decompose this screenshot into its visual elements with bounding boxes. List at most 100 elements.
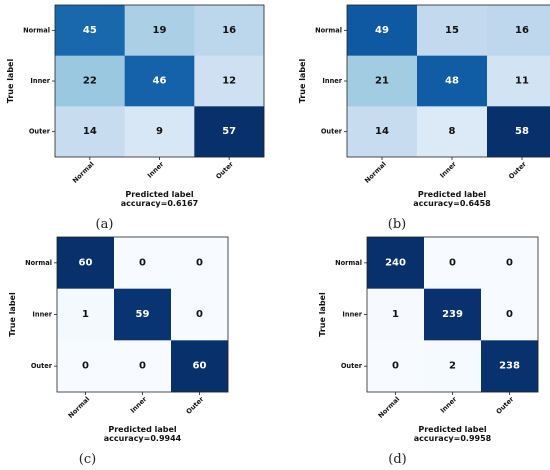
cell-value-label: 45	[83, 25, 97, 36]
matrix-cell	[124, 55, 195, 107]
matrix-cell	[487, 5, 550, 56]
cell-value-label: 8	[449, 126, 456, 137]
x-tick-label: Outer	[214, 160, 235, 181]
matrix-cell	[481, 288, 539, 341]
matrix-cell	[481, 237, 539, 289]
cell-value-label: 0	[196, 309, 203, 320]
matrix-cell	[114, 237, 172, 289]
x-tick-label: Inner	[146, 160, 166, 180]
confusion-matrix-panel-d: 240 0 0 1 239 0 0 2 238 Normal Inner Outer Normal Inn…	[318, 236, 539, 467]
matrix-cell	[124, 5, 195, 56]
y-tick-label: Inner	[342, 311, 362, 319]
x-tick-label: Inner	[438, 160, 458, 180]
cell-value-label: 59	[136, 309, 150, 320]
matrix-cell	[367, 237, 425, 289]
panel-caption: (c)	[79, 452, 96, 467]
x-tick-label: Outer	[185, 395, 206, 416]
matrix-cell	[171, 340, 229, 393]
x-tick-label: Normal	[377, 395, 402, 420]
matrix-cell	[114, 340, 172, 393]
matrix-cell	[55, 55, 125, 107]
matrix-cell	[171, 237, 229, 289]
cell-value-label: 14	[83, 126, 97, 137]
cell-value-label: 239	[442, 309, 463, 320]
accuracy-label: accuracy=0.9944	[104, 434, 182, 443]
x-axis-label: Predicted label	[108, 425, 177, 434]
confusion-matrix-panel-a: 45 19 16 22 46 12 14 9 57 Normal Inner Outer Normal I…	[6, 4, 265, 232]
cell-value-label: 46	[153, 76, 167, 87]
cell-value-label: 22	[83, 76, 97, 87]
cell-value-label: 240	[385, 257, 406, 268]
matrix-cell	[424, 288, 482, 341]
matrix-cell	[347, 55, 418, 107]
cell-value-label: 16	[222, 25, 236, 36]
cell-value-label: 58	[515, 126, 529, 137]
y-tick-label: Inner	[322, 77, 342, 85]
cell-value-label: 0	[506, 309, 513, 320]
cell-value-label: 0	[506, 257, 513, 268]
y-tick-label: Outer	[321, 128, 343, 136]
panel-caption: (d)	[388, 452, 406, 467]
matrix-cell	[424, 237, 482, 289]
matrix-cell	[171, 288, 229, 341]
matrix-cell	[417, 5, 488, 56]
cell-value-label: 238	[499, 361, 520, 372]
cell-value-label: 0	[449, 257, 456, 268]
cell-value-label: 21	[375, 76, 389, 87]
cell-value-label: 14	[375, 126, 389, 137]
x-tick-label: Normal	[67, 395, 92, 420]
y-axis-label: True label	[6, 59, 15, 104]
x-tick-label: Outer	[495, 395, 516, 416]
matrix-cell	[417, 55, 488, 107]
matrix-cell	[57, 237, 115, 289]
x-tick-label: Inner	[439, 395, 459, 415]
accuracy-label: accuracy=0.6458	[413, 199, 491, 208]
y-axis-label: True label	[318, 292, 327, 337]
matrix-cell	[57, 288, 115, 341]
cell-value-label: 16	[515, 25, 529, 36]
y-axis-label: True label	[8, 292, 17, 337]
matrix-cell	[487, 106, 550, 158]
cell-value-label: 0	[139, 257, 146, 268]
y-tick-label: Normal	[315, 26, 342, 34]
panel-caption: (b)	[388, 217, 406, 232]
cell-value-label: 0	[139, 361, 146, 372]
matrix-cell	[194, 5, 265, 56]
matrix-cell	[347, 106, 418, 158]
matrix-cell	[481, 340, 539, 393]
panel-caption: (a)	[96, 217, 114, 232]
y-tick-label: Outer	[29, 128, 51, 136]
y-tick-label: Normal	[25, 259, 52, 267]
matrix-cell	[57, 340, 115, 393]
y-axis-label: True label	[298, 59, 307, 104]
y-tick-label: Outer	[341, 362, 363, 370]
matrix-cell	[417, 106, 488, 158]
matrix-cell	[114, 288, 172, 341]
y-tick-label: Normal	[23, 26, 50, 34]
matrix-cell	[367, 288, 425, 341]
cell-value-label: 11	[515, 76, 529, 87]
cell-value-label: 19	[153, 25, 167, 36]
cell-value-label: 49	[375, 25, 389, 36]
matrix-cell	[194, 106, 265, 158]
accuracy-label: accuracy=0.9958	[414, 434, 492, 443]
cell-value-label: 0	[392, 361, 399, 372]
accuracy-label: accuracy=0.6167	[121, 199, 198, 208]
matrix-cell	[55, 106, 125, 158]
cell-value-label: 0	[82, 361, 89, 372]
y-tick-label: Outer	[31, 362, 53, 370]
cell-value-label: 1	[392, 309, 399, 320]
cell-value-label: 0	[196, 257, 203, 268]
matrix-cell	[347, 5, 418, 56]
cell-value-label: 60	[79, 257, 93, 268]
matrix-cell	[124, 106, 195, 158]
cell-value-label: 48	[445, 76, 459, 87]
x-axis-label: Predicted label	[418, 190, 487, 199]
confusion-matrix-panel-b: 49 15 16 21 48 11 14 8 58 Normal Inner Outer Normal I…	[298, 4, 550, 232]
x-tick-label: Normal	[363, 160, 388, 185]
matrix-cell	[367, 340, 425, 393]
matrix-cell	[487, 55, 550, 107]
x-tick-label: Inner	[129, 395, 149, 415]
y-tick-label: Normal	[335, 259, 362, 267]
